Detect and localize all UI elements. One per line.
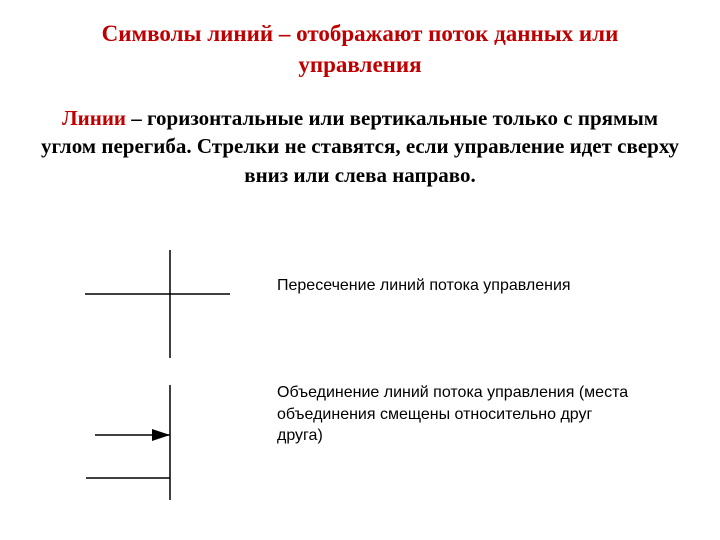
slide-title: Символы линий – отображают поток данных … (0, 0, 720, 80)
caption-merge: Объединение линий потока управления (мес… (277, 382, 637, 447)
subtitle-highlight: Линии (62, 106, 126, 130)
diagram-merge (86, 385, 170, 500)
subtitle-rest: – горизонтальные или вертикальные только… (41, 106, 679, 187)
caption-crossing: Пересечение линий потока управления (277, 275, 571, 297)
diagram-crossing (85, 250, 230, 358)
slide-subtitle: Линии – горизонтальные или вертикальные … (0, 80, 720, 189)
